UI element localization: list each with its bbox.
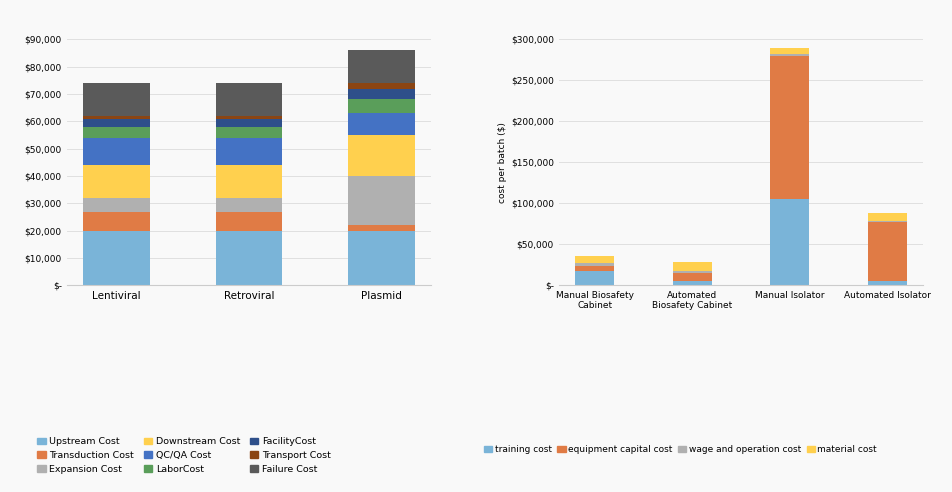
Bar: [216, 231, 282, 285]
Bar: [348, 176, 415, 225]
Bar: [770, 56, 809, 199]
Bar: [348, 83, 415, 89]
Bar: [83, 119, 149, 127]
Bar: [868, 220, 907, 222]
Bar: [83, 138, 149, 165]
Bar: [673, 262, 712, 272]
Bar: [348, 50, 415, 83]
Bar: [216, 138, 282, 165]
Bar: [83, 231, 149, 285]
Bar: [575, 272, 614, 285]
Bar: [83, 212, 149, 231]
Bar: [673, 272, 712, 273]
Bar: [83, 127, 149, 138]
Y-axis label: cost per batch ($): cost per batch ($): [498, 122, 506, 203]
Bar: [673, 281, 712, 285]
Bar: [216, 165, 282, 198]
Bar: [216, 198, 282, 212]
Bar: [868, 281, 907, 285]
Bar: [83, 198, 149, 212]
Legend: Upstream Cost, Transduction Cost, Expansion Cost, Downstream Cost, QC/QA Cost, L: Upstream Cost, Transduction Cost, Expans…: [33, 433, 334, 477]
Bar: [83, 116, 149, 119]
Bar: [216, 116, 282, 119]
Bar: [216, 83, 282, 116]
Bar: [770, 48, 809, 54]
Bar: [575, 266, 614, 272]
Bar: [348, 99, 415, 113]
Bar: [83, 83, 149, 116]
Bar: [575, 256, 614, 263]
Bar: [348, 225, 415, 231]
Bar: [868, 222, 907, 281]
Bar: [673, 273, 712, 281]
Bar: [216, 127, 282, 138]
Legend: training cost, equipment capital cost, wage and operation cost, material cost: training cost, equipment capital cost, w…: [481, 442, 881, 458]
Bar: [348, 135, 415, 176]
Bar: [216, 212, 282, 231]
Bar: [770, 54, 809, 56]
Bar: [348, 113, 415, 135]
Bar: [575, 263, 614, 266]
Bar: [770, 199, 809, 285]
Bar: [83, 165, 149, 198]
Bar: [348, 231, 415, 285]
Bar: [348, 89, 415, 99]
Bar: [868, 213, 907, 220]
Bar: [216, 119, 282, 127]
